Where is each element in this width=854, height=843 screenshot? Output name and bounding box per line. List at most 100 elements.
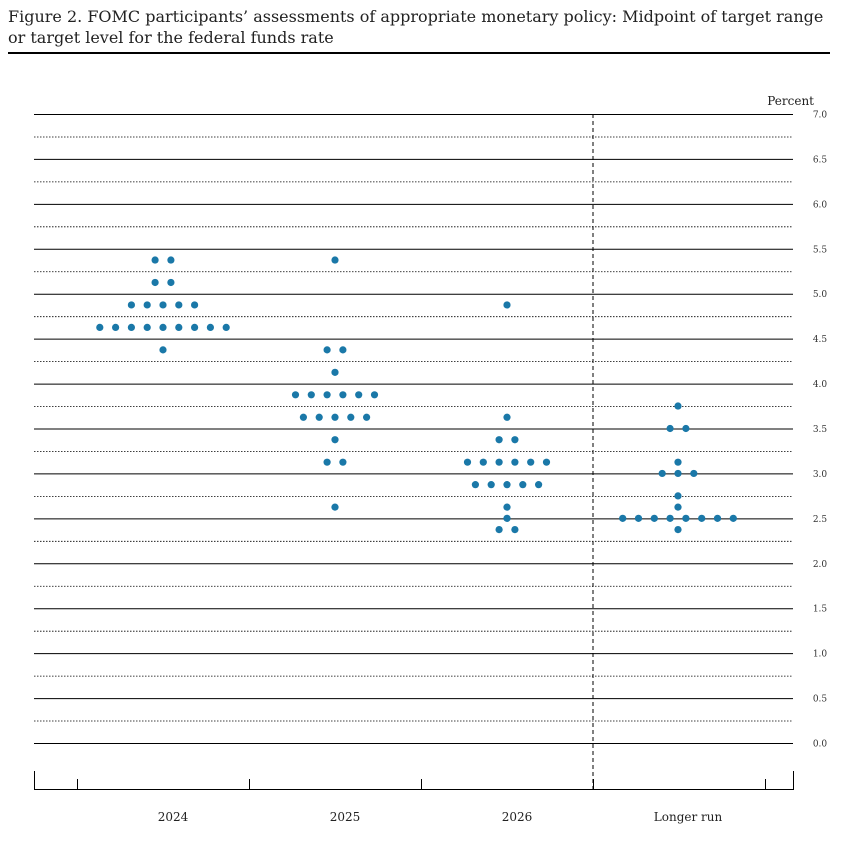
participant-dot xyxy=(339,391,347,399)
participant-dot xyxy=(619,514,627,522)
participant-dot xyxy=(191,323,199,332)
figure-caption: Figure 2. FOMC participants’ assessments… xyxy=(8,7,824,47)
participant-dot xyxy=(127,301,135,309)
participant-dot xyxy=(323,391,331,399)
y-tick-label: 2.0 xyxy=(813,560,828,570)
participant-dot xyxy=(331,368,339,376)
participant-dot xyxy=(143,323,151,332)
participant-dot xyxy=(191,301,199,309)
participant-dot xyxy=(151,278,159,287)
category-label: 2024 xyxy=(158,810,189,824)
y-tick-label: 2.5 xyxy=(813,515,828,525)
participant-dot xyxy=(323,458,331,466)
participant-dot xyxy=(96,323,104,332)
participant-dot xyxy=(698,514,706,522)
participant-dot xyxy=(370,391,379,399)
participant-dot xyxy=(355,391,363,399)
category-label: 2026 xyxy=(502,810,533,824)
participant-dot xyxy=(535,481,543,489)
participant-dot xyxy=(503,413,511,421)
participant-dot xyxy=(222,323,230,332)
participant-dot xyxy=(463,458,472,466)
y-tick-label: 7.0 xyxy=(813,111,828,121)
y-tick-label: 5.5 xyxy=(813,245,828,255)
gridlines xyxy=(34,114,793,744)
y-tick-label: 3.5 xyxy=(813,425,828,435)
participant-dot xyxy=(339,458,347,466)
participant-dot xyxy=(674,469,682,478)
y-tick-label: 4.5 xyxy=(813,335,828,345)
participant-dot xyxy=(634,514,643,522)
participant-dot xyxy=(143,301,151,309)
participant-dot xyxy=(713,514,722,522)
bottom-axis xyxy=(34,771,794,790)
participant-dot xyxy=(495,436,503,444)
y-tick-label: 1.5 xyxy=(813,605,828,615)
participant-dot xyxy=(323,346,331,354)
participant-dot xyxy=(650,514,658,522)
participant-dot xyxy=(674,402,682,410)
participant-dot xyxy=(503,481,511,489)
category-labels: 2024 2025 2026 Longer run xyxy=(158,810,723,824)
participant-dot xyxy=(339,346,347,354)
participant-dot xyxy=(331,256,339,264)
participant-dot xyxy=(495,458,503,466)
participant-dot xyxy=(690,469,698,478)
participant-dot xyxy=(674,458,682,466)
y-axis-unit-label: Percent xyxy=(767,94,814,108)
participant-dot xyxy=(127,323,135,332)
participant-dot xyxy=(363,413,371,421)
y-tick-label: 6.0 xyxy=(813,200,828,210)
y-tick-label: 4.0 xyxy=(813,380,828,390)
participant-dot xyxy=(503,503,511,511)
participant-dot xyxy=(151,256,159,264)
participant-dot xyxy=(511,458,519,466)
participant-dot xyxy=(175,323,183,332)
participant-dot xyxy=(503,301,511,309)
participant-dot xyxy=(682,514,690,522)
y-tick-label: 6.5 xyxy=(813,155,828,165)
participant-dot xyxy=(519,481,527,489)
participant-dot xyxy=(331,436,339,444)
participant-dot xyxy=(674,503,682,511)
participant-dot xyxy=(674,525,682,534)
participant-dot xyxy=(682,424,690,433)
participant-dot xyxy=(315,413,323,421)
y-tick-label: 1.0 xyxy=(813,650,828,660)
participant-dot xyxy=(175,301,183,309)
participant-dot xyxy=(206,323,214,332)
participant-dot xyxy=(347,413,355,421)
participant-dot xyxy=(331,503,339,511)
participant-dots xyxy=(96,256,737,534)
y-tick-label: 0.0 xyxy=(813,740,828,750)
participant-dot xyxy=(666,424,674,433)
participant-dot xyxy=(159,301,167,309)
category-label: 2025 xyxy=(330,810,361,824)
participant-dot xyxy=(511,436,519,444)
participant-dot xyxy=(674,492,682,500)
participant-dot xyxy=(307,391,315,399)
participant-dot xyxy=(542,458,551,466)
participant-dot xyxy=(471,481,479,489)
participant-dot xyxy=(487,481,495,489)
participant-dot xyxy=(167,278,175,287)
participant-dot xyxy=(666,514,674,522)
participant-dot xyxy=(159,346,167,354)
category-label: Longer run xyxy=(654,810,723,824)
participant-dot xyxy=(729,514,737,522)
participant-dot xyxy=(495,525,503,534)
y-tick-label: 5.0 xyxy=(813,290,828,300)
participant-dot xyxy=(658,469,666,478)
participant-dot xyxy=(112,323,120,332)
participant-dot xyxy=(479,458,487,466)
y-tick-label: 3.0 xyxy=(813,470,828,480)
participant-dot xyxy=(159,323,167,332)
y-tick-label: 0.5 xyxy=(813,695,828,705)
participant-dot xyxy=(167,256,175,264)
y-axis-tick-labels: 7.0 6.5 6.0 5.5 5.0 4.5 4.0 3.5 3.0 2.5 2.0 1.5 1.0 0… xyxy=(813,111,828,750)
participant-dot xyxy=(511,525,519,534)
caption-rule xyxy=(8,52,830,54)
participant-dot xyxy=(527,458,535,466)
participant-dot xyxy=(331,413,339,421)
